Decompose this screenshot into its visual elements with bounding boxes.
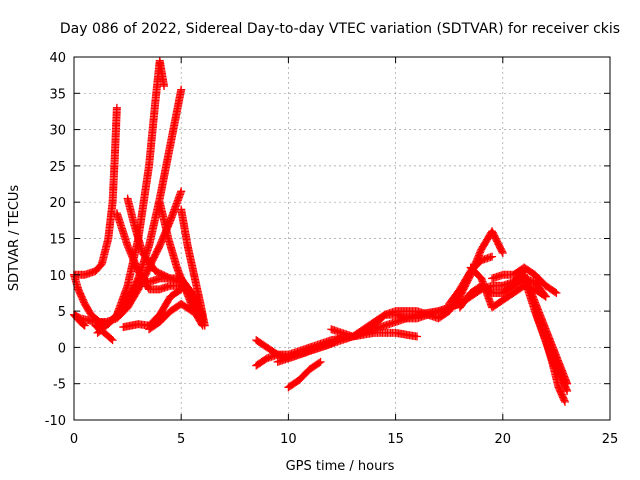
y-tick-label: 20 <box>49 196 66 211</box>
data-point <box>175 286 184 295</box>
data-point <box>563 386 572 395</box>
x-tick-label: 20 <box>495 432 512 447</box>
chart-title: Day 086 of 2022, Sidereal Day-to-day VTE… <box>60 21 620 37</box>
series-arc-10 <box>155 198 207 330</box>
data-point <box>160 82 169 91</box>
y-tick-label: 15 <box>49 233 66 248</box>
data-point <box>563 379 572 388</box>
data-point <box>107 334 116 343</box>
y-tick-label: 30 <box>49 124 66 139</box>
y-tick-label: 40 <box>49 51 66 66</box>
data-point <box>413 332 422 341</box>
series-arc-6 <box>91 321 117 345</box>
data-point <box>498 247 507 256</box>
y-tick-label: 5 <box>58 305 66 320</box>
y-tick-label: 25 <box>49 160 66 175</box>
data-point <box>186 306 195 315</box>
data-point <box>552 288 561 297</box>
x-tick-label: 10 <box>280 432 297 447</box>
data-point <box>200 321 209 330</box>
x-axis-label: GPS time / hours <box>286 459 395 474</box>
x-tick-label: 5 <box>177 432 185 447</box>
data-point <box>541 292 550 301</box>
data-point <box>79 320 88 329</box>
data-point <box>560 397 569 406</box>
y-tick-label: 35 <box>49 87 66 102</box>
data-point <box>316 357 325 366</box>
series-arc-12 <box>119 285 186 332</box>
series-arc-17 <box>284 357 325 392</box>
data-point <box>488 252 497 261</box>
data-point <box>540 291 549 300</box>
series-arc-23 <box>488 263 561 297</box>
data-point <box>80 321 89 330</box>
x-tick-label: 0 <box>70 432 78 447</box>
series-arc-11 <box>177 205 209 330</box>
series-arc-26 <box>520 270 572 388</box>
series-arc-1 <box>70 103 121 279</box>
data-points <box>70 56 572 406</box>
y-tick-label: 10 <box>49 269 66 284</box>
data-point <box>177 85 186 94</box>
data-point <box>112 103 121 112</box>
axis-ticks: 0 5 10 15 20 25 -10 -5 0 5 10 15 20 25 30 35 40 <box>45 51 619 447</box>
y-tick-label: -10 <box>45 414 66 429</box>
x-tick-label: 15 <box>387 432 404 447</box>
y-tick-label: -5 <box>53 378 66 393</box>
data-point <box>108 336 117 345</box>
data-point <box>315 358 324 367</box>
data-point <box>177 285 186 294</box>
x-tick-label: 25 <box>602 432 619 447</box>
y-axis-label: SDTVAR / TECUs <box>7 185 22 292</box>
data-point <box>177 187 186 196</box>
y-tick-label: 0 <box>58 341 66 356</box>
data-point <box>551 288 560 297</box>
data-point <box>187 307 196 316</box>
data-point <box>498 249 507 258</box>
series-arc-13 <box>145 299 196 334</box>
